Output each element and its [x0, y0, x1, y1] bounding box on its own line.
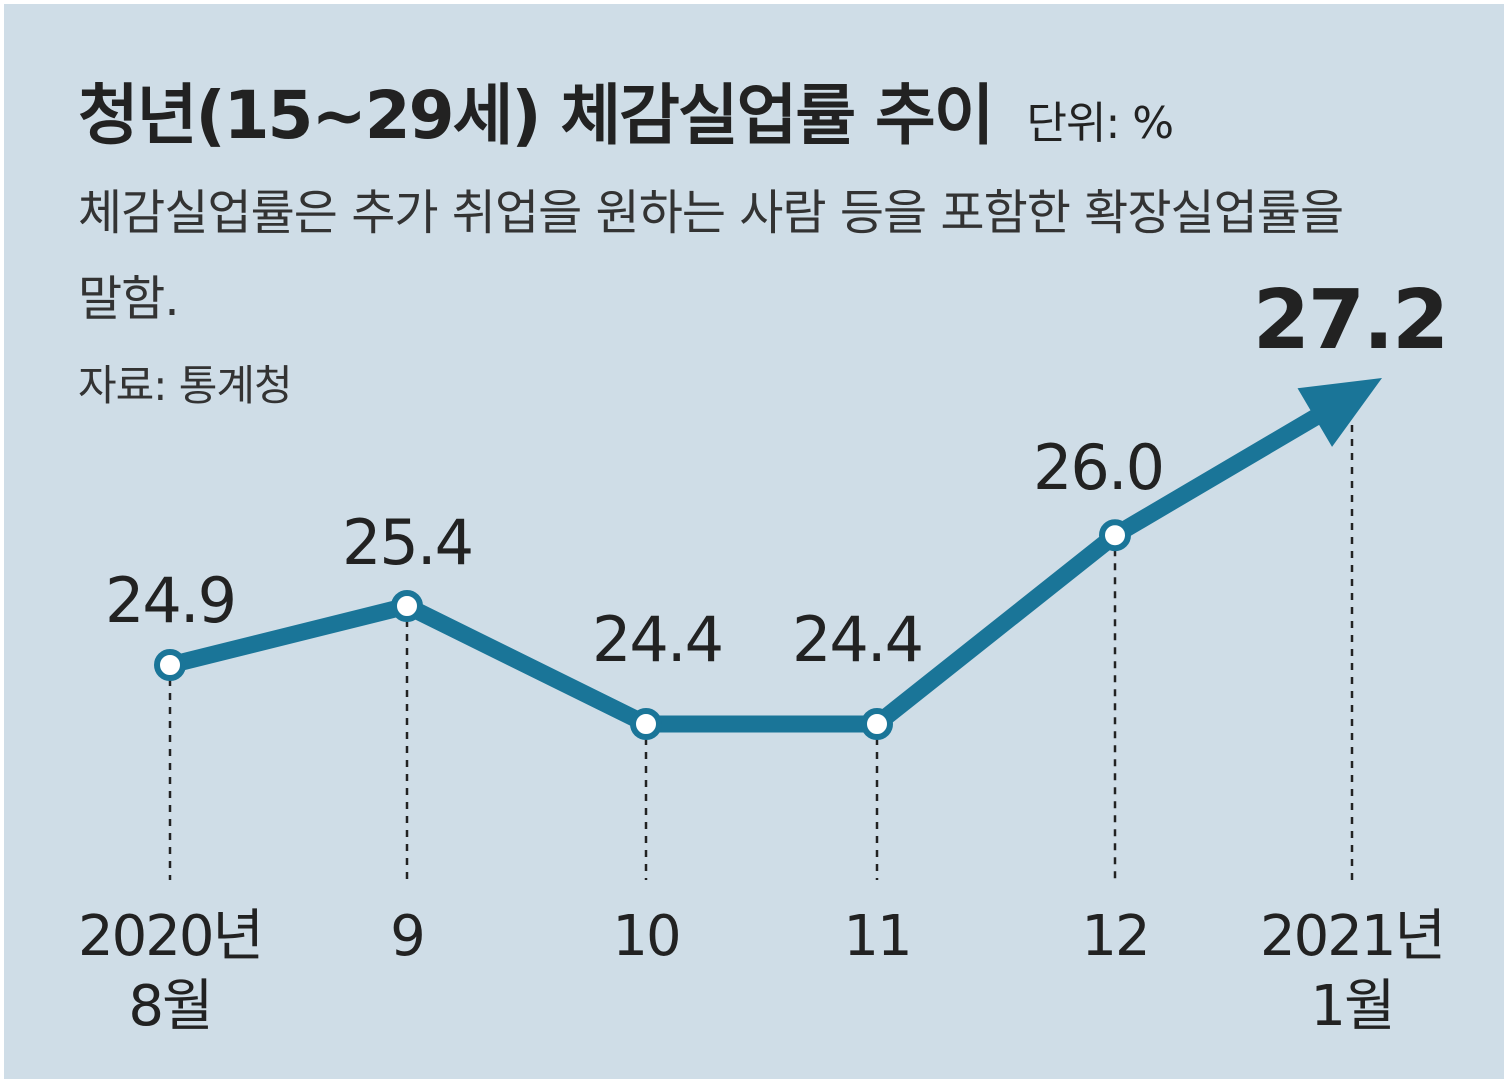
x-tick-label: 2020년: [78, 904, 262, 969]
chart-background: [4, 4, 1504, 1079]
data-label: 27.2: [1253, 273, 1447, 368]
chart-title-row: 청년(15~29세) 체감실업률 추이 단위: %: [78, 62, 1174, 158]
data-label: 24.9: [105, 564, 235, 637]
x-tick-label: 2021년: [1260, 904, 1444, 969]
data-label: 24.4: [792, 603, 922, 676]
chart-title: 청년(15~29세) 체감실업률 추이: [78, 77, 994, 154]
x-tick-label: 1월: [1310, 974, 1393, 1039]
data-point: [1099, 519, 1131, 552]
data-point: [861, 708, 893, 740]
source-label: 자료: 통계청: [78, 361, 293, 410]
data-label: 25.4: [342, 506, 472, 579]
data-label: 26.0: [1033, 431, 1163, 504]
x-tick-label: 9: [390, 904, 424, 969]
unit-label: 단위: %: [1026, 98, 1174, 149]
trend-arrow-head: [1297, 378, 1382, 447]
series-line: [161, 407, 1327, 733]
x-tick-label: 8월: [128, 974, 211, 1039]
x-tick-label: 10: [612, 904, 679, 969]
data-point: [630, 708, 662, 740]
x-tick-label: 12: [1081, 904, 1148, 969]
chart-description: 체감실업률은 추가 취업을 원하는 사람 등을 포함한 확장실업률을 말함.: [78, 185, 1344, 327]
data-label: 24.4: [592, 603, 722, 676]
data-point: [391, 590, 423, 622]
data-point: [154, 649, 186, 681]
x-tick-label: 11: [843, 904, 910, 969]
